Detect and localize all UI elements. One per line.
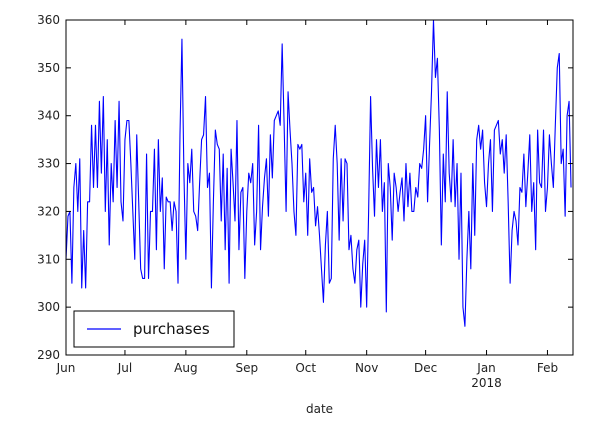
- x-tick-sublabel: 2018: [471, 376, 502, 390]
- y-axis: 290 300 310 320 330 340 350 360: [37, 13, 573, 362]
- legend: purchases: [73, 310, 235, 348]
- x-tick-label: Jul: [117, 361, 132, 375]
- x-axis-title: date: [306, 402, 333, 416]
- x-tick-label: Jan: [476, 361, 496, 375]
- y-tick-label: 310: [37, 252, 60, 266]
- y-tick-label: 330: [37, 157, 60, 171]
- y-tick-label: 360: [37, 13, 60, 27]
- plot-marks: [65, 19, 572, 327]
- x-tick-label: Sep: [235, 361, 258, 375]
- x-tick-label: Jun: [56, 361, 76, 375]
- legend-label: purchases: [133, 320, 210, 338]
- y-tick-label: 350: [37, 61, 60, 75]
- series-line-purchases: [65, 19, 572, 327]
- y-tick-label: 340: [37, 109, 60, 123]
- x-tick-label: Oct: [295, 361, 316, 375]
- x-tick-label: Nov: [355, 361, 378, 375]
- plot-frame: [65, 19, 574, 356]
- y-tick-label: 300: [37, 300, 60, 314]
- y-tick-label: 320: [37, 204, 60, 218]
- x-tick-label: Feb: [537, 361, 558, 375]
- y-tick-label: 290: [37, 348, 60, 362]
- x-tick-label: Aug: [174, 361, 197, 375]
- x-tick-label: Dec: [414, 361, 437, 375]
